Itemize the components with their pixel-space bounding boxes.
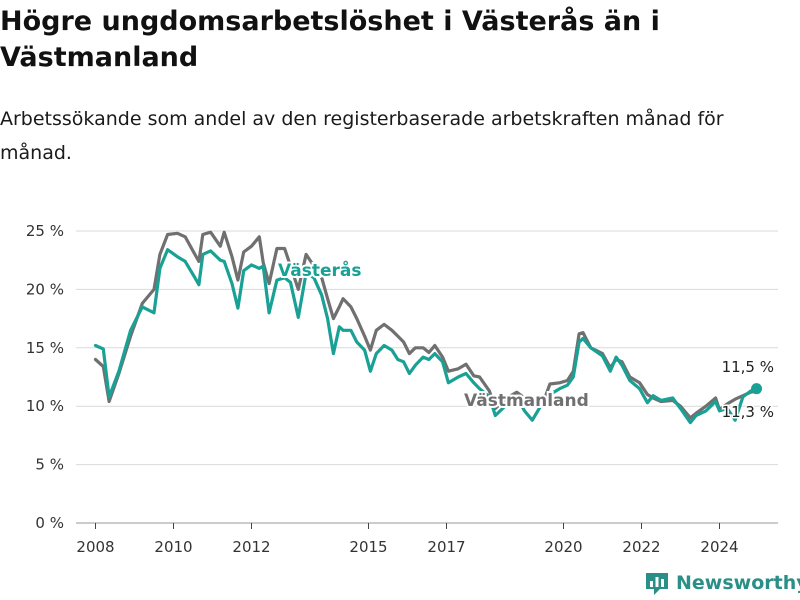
- end-value-vastmanland: 11,3 %: [722, 403, 774, 421]
- endpoint-marker: [751, 383, 763, 395]
- x-tick-label: 2008: [76, 538, 114, 556]
- chart-subtitle: Arbetssökande som andel av den registerb…: [0, 108, 724, 164]
- grid-lines: [76, 230, 778, 524]
- x-tick-label: 2022: [622, 538, 660, 556]
- series-label-vastmanland: Västmanland: [464, 391, 589, 411]
- newsworthy-chart-logo-icon: [646, 573, 668, 595]
- series-labels: Västerås Västmanland 11,5 % 11,3 %: [276, 257, 776, 423]
- y-tick-label: 10 %: [26, 397, 64, 415]
- x-tick-label: 2012: [232, 538, 270, 556]
- chart-title: Högre ungdomsarbetslöshet i Västerås än …: [0, 6, 660, 73]
- x-tick-label: 2010: [154, 538, 192, 556]
- end-value-vasteras: 11,5 %: [722, 358, 774, 376]
- series-lines: [93, 230, 763, 425]
- x-tick-label: 2017: [427, 538, 465, 556]
- y-tick-label: 15 %: [26, 339, 64, 357]
- line-chart: 0 %5 %10 %15 %20 %25 % 2008 2010 2012 2015 2…: [26, 222, 778, 556]
- series-label-vasteras: Västerås: [278, 259, 361, 281]
- y-tick-label: 25 %: [26, 222, 64, 240]
- x-tick-label: 2015: [349, 538, 387, 556]
- series-line-vastmanland: [93, 230, 759, 420]
- newsworthy-logo[interactable]: Newsworthy: [644, 568, 800, 598]
- y-tick-label: 20 %: [26, 280, 64, 298]
- x-axis: 2008 2010 2012 2015 2017 2020 2022 2024: [76, 523, 739, 556]
- x-tick-label: 2024: [700, 538, 738, 556]
- brand-name: Newsworthy: [676, 572, 800, 594]
- y-axis-tick-labels: 0 % 5 % 10 % 15 % 20 % 25 %: [26, 222, 64, 532]
- x-tick-label: 2020: [544, 538, 582, 556]
- series-line-vasteras: [93, 248, 759, 425]
- y-tick-label: 5 %: [35, 456, 64, 474]
- y-tick-label: 0 %: [35, 514, 64, 532]
